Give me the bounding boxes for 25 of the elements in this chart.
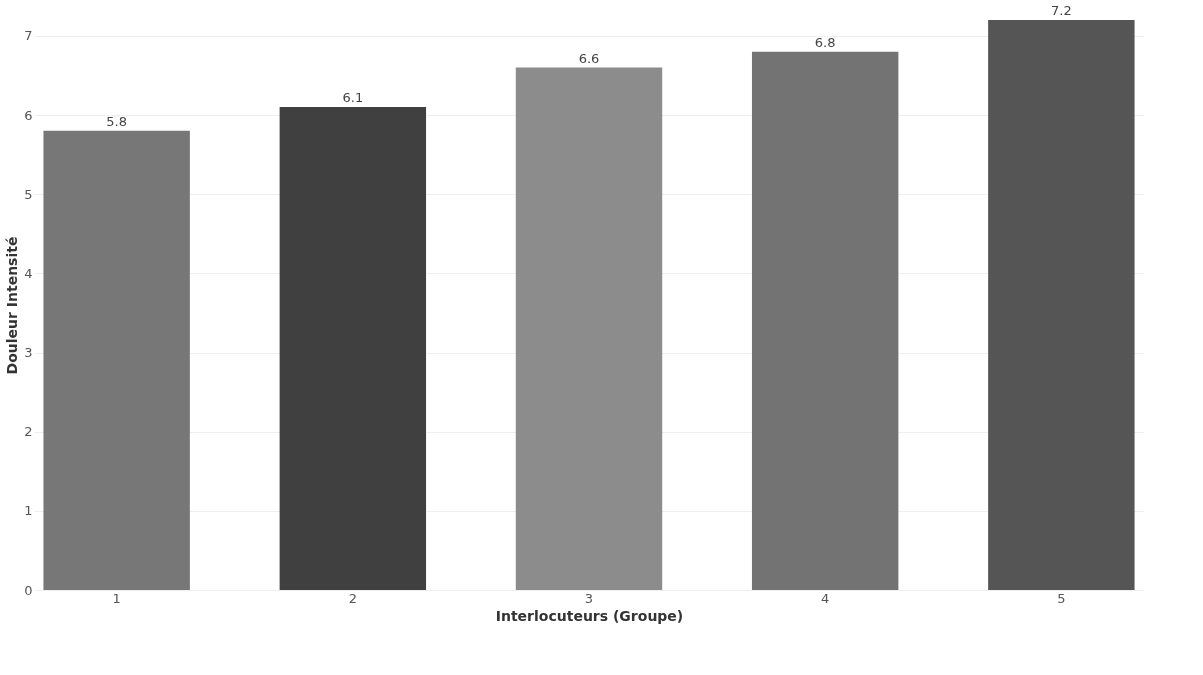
y-tick-label: 1 (24, 503, 33, 519)
data-label: 7.2 (1051, 3, 1072, 18)
data-label: 6.1 (342, 90, 364, 106)
y-tick-label: 6 (24, 107, 33, 123)
y-axis-title: Douleur Intensité (4, 236, 21, 375)
bar (988, 20, 1135, 590)
data-label: 6.8 (814, 34, 836, 50)
bar (515, 67, 663, 590)
x-tick-label: 3 (584, 590, 594, 606)
bar (751, 51, 899, 590)
y-tick-label: 0 (24, 582, 33, 598)
y-tick-label: 7 (24, 28, 33, 44)
bar (279, 107, 427, 590)
x-tick-label: 5 (1057, 590, 1066, 606)
y-tick-label: 3 (24, 345, 33, 360)
x-axis-title: Interlocuteurs (Groupe) (495, 607, 684, 624)
x-tick-label: 1 (112, 590, 121, 606)
x-tick-label: 4 (821, 590, 830, 606)
y-tick-label: 5 (24, 186, 33, 202)
x-tick-label: 2 (348, 590, 357, 606)
data-label: 5.8 (106, 113, 127, 129)
y-tick-label: 2 (24, 424, 33, 440)
y-tick-label: 4 (24, 265, 33, 281)
data-label: 6.6 (578, 50, 600, 66)
bar (43, 130, 190, 590)
